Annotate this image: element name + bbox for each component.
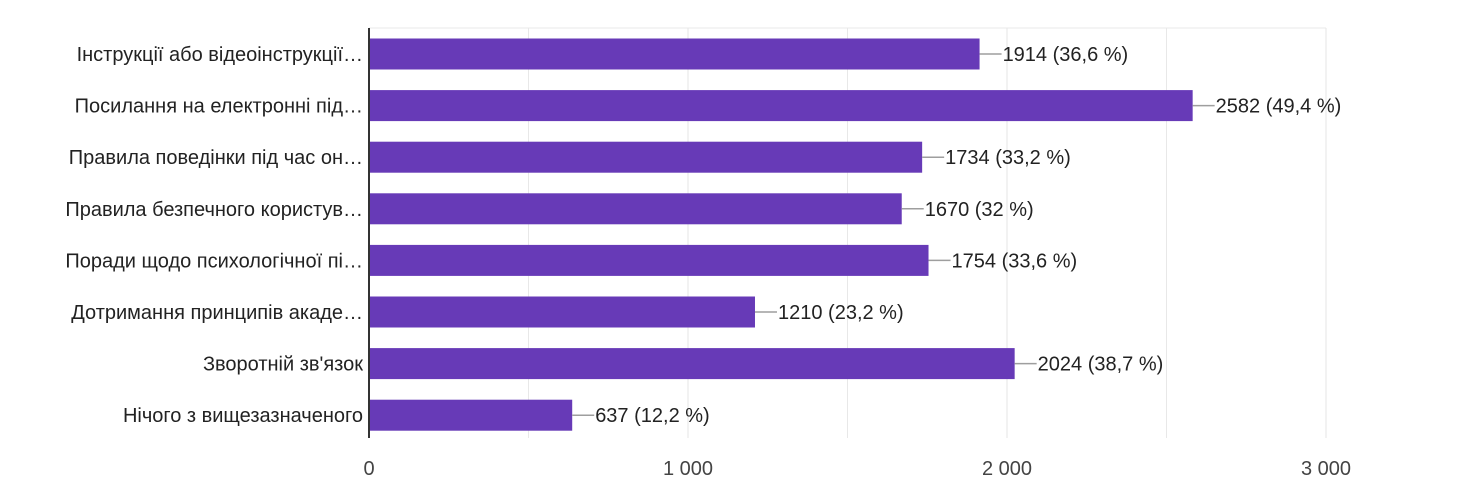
category-label: Посилання на електронні під… [75,96,363,118]
data-label: 1734 (33,2 %) [945,147,1071,169]
x-tick-label: 3 000 [1301,458,1351,480]
bar [369,296,755,328]
data-label: 1754 (33,6 %) [952,250,1078,272]
labels: 1914 (36,6 %) Інструкції або відеоінструк… [65,44,1351,480]
category-label: Нічого з вищезазначеного [123,405,363,427]
bars [369,38,1193,431]
category-label: Правила поведінки під час он… [69,147,363,169]
bar [369,399,573,431]
x-tick-label: 1 000 [663,458,713,480]
data-label: 2024 (38,7 %) [1038,354,1164,376]
category-label: Інструкції або відеоінструкції… [77,44,363,66]
data-label: 2582 (49,4 %) [1216,96,1342,118]
x-tick-label: 0 [363,458,374,480]
category-label: Поради щодо психологічної пі… [65,250,363,272]
bar [369,90,1193,122]
bar [369,193,902,225]
data-label: 1210 (23,2 %) [778,302,904,324]
data-label: 1670 (32 %) [925,199,1034,221]
bar [369,244,929,276]
x-tick-label: 2 000 [982,458,1032,480]
category-label: Зворотній зв'язок [203,354,363,376]
bar [369,38,980,70]
category-label: Дотримання принципів акаде… [71,302,363,324]
bar [369,141,923,173]
data-label: 1914 (36,6 %) [1003,44,1129,66]
data-label: 637 (12,2 %) [595,405,710,427]
category-label: Правила безпечного користув… [65,199,363,221]
bar [369,348,1015,380]
